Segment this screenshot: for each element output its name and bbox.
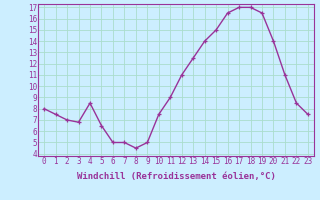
X-axis label: Windchill (Refroidissement éolien,°C): Windchill (Refroidissement éolien,°C)	[76, 172, 276, 181]
